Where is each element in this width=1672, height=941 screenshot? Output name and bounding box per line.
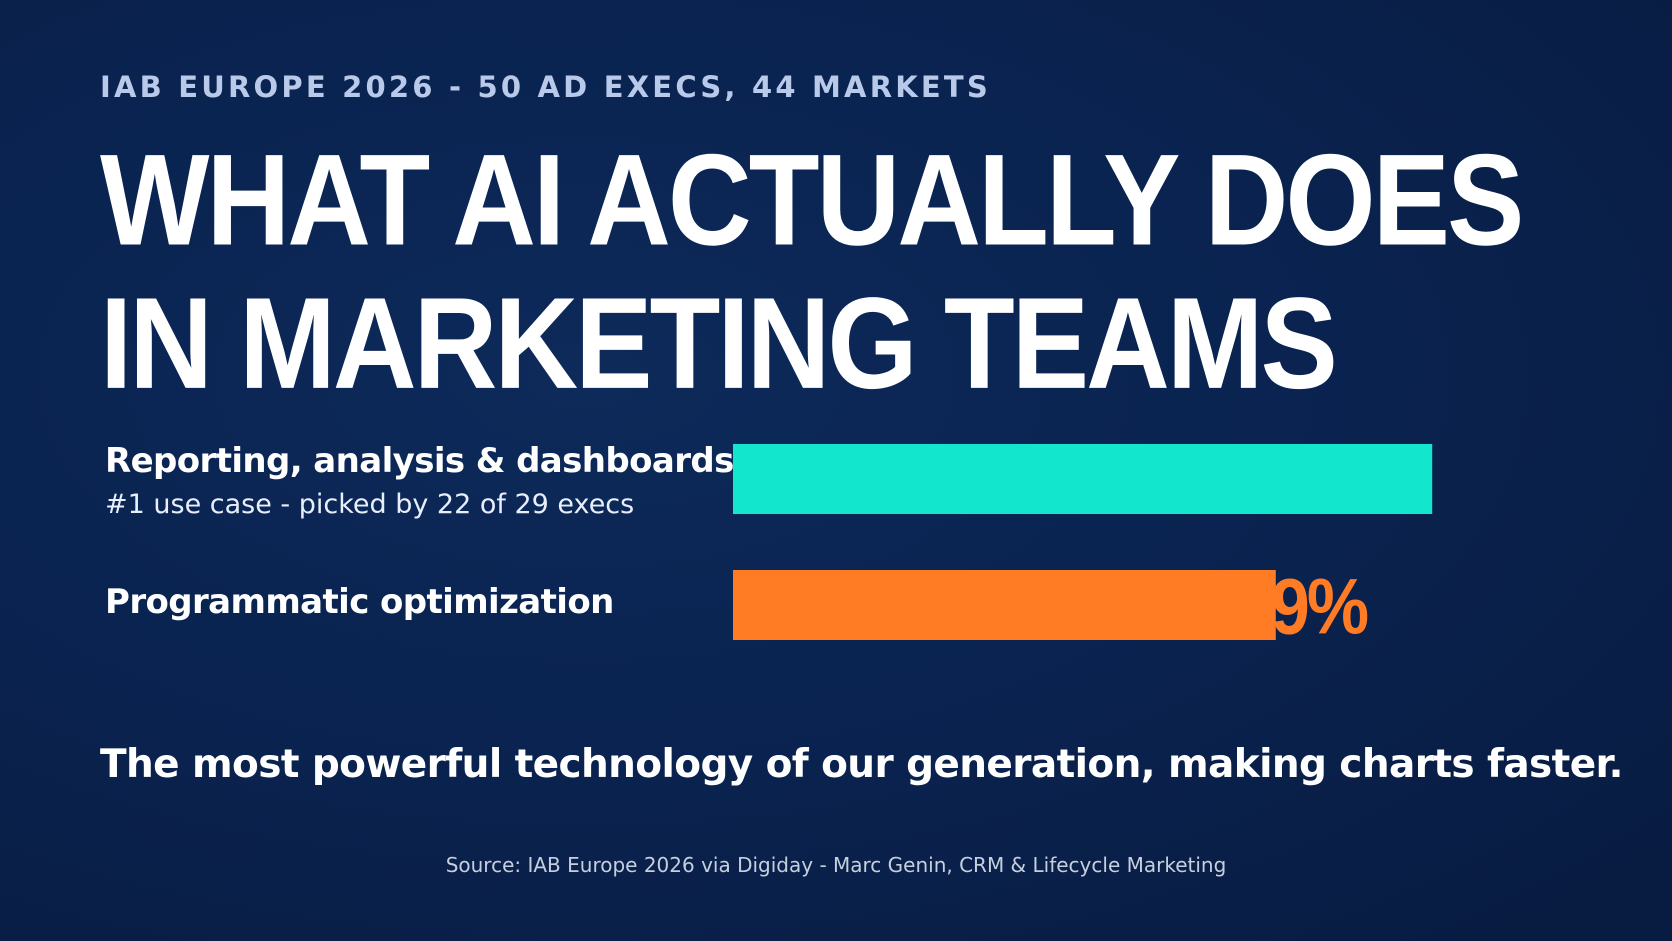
bar-reporting xyxy=(733,444,1433,514)
category-label-reporting: Reporting, analysis & dashboards xyxy=(105,441,734,481)
page-title: WHAT AI ACTUALLY DOES IN MARKETING TEAMS xyxy=(100,126,1524,416)
tagline: The most powerful technology of our gene… xyxy=(100,742,1623,787)
category-subtitle-reporting: #1 use case - picked by 22 of 29 execs xyxy=(105,489,635,520)
eyebrow-text: IAB EUROPE 2026 - 50 AD EXECS, 44 MARKET… xyxy=(100,70,991,104)
headline-line-1: WHAT AI ACTUALLY DOES xyxy=(100,126,1524,273)
category-label-programmatic: Programmatic optimization xyxy=(105,582,614,622)
bar-programmatic xyxy=(733,570,1276,640)
source-note: Source: IAB Europe 2026 via Digiday - Ma… xyxy=(445,853,1227,877)
value-label-programmatic: 59% xyxy=(1235,563,1369,651)
headline-line-2: IN MARKETING TEAMS xyxy=(100,270,1338,416)
